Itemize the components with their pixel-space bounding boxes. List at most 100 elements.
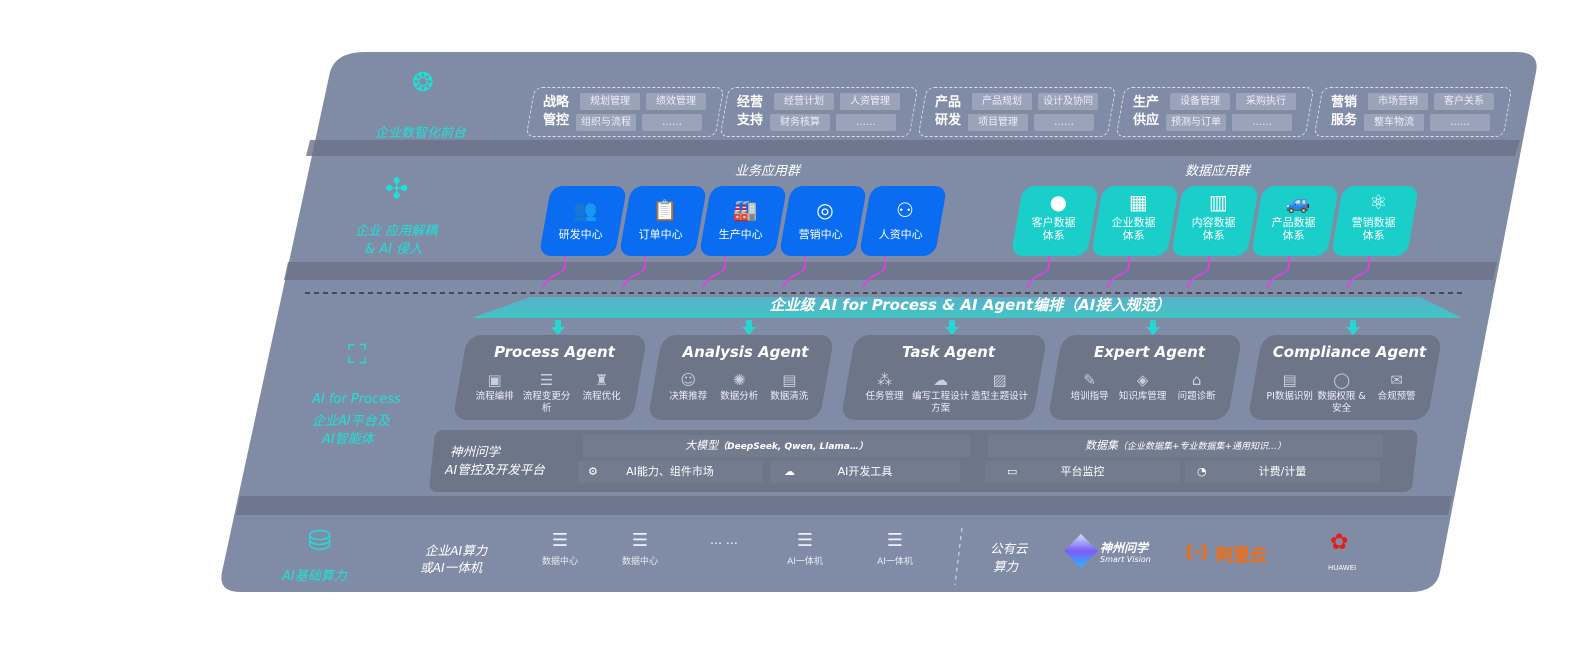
agent-feature[interactable]: ☺ 决策推荐 <box>661 371 715 403</box>
agent-feature[interactable]: ✉ 合规预警 <box>1368 371 1425 403</box>
feature-icon: ◈ <box>1137 371 1149 389</box>
agent-card[interactable]: Process Agent ▣ 流程编排 ☰ 流程变更分析 ♜ 流程优化 <box>452 335 648 420</box>
orchestration-label: 企业级 AI for Process & AI Agent编排（AI接入规范） <box>769 296 1171 314</box>
module-chip[interactable]: 客户关系 <box>1434 93 1494 110</box>
brain-icon: ❂ <box>412 68 434 98</box>
module-chip[interactable]: 项目管理 <box>968 114 1028 131</box>
module-chip[interactable]: 经营计划 <box>774 93 834 110</box>
agent-feature[interactable]: ▨ 造型主题设计 <box>969 371 1030 403</box>
tool-label: 计费/计量 <box>1258 465 1307 478</box>
ellipsis: … … <box>710 533 738 547</box>
server-label: AI一体机 <box>877 557 913 567</box>
data-tile[interactable]: ▥ 内容数据 体系 <box>1170 186 1260 256</box>
module-chip[interactable]: 整车物流 <box>1364 114 1424 131</box>
agent-feature[interactable]: ◈ 知识库管理 <box>1115 371 1172 403</box>
module-chip[interactable]: 规划管理 <box>580 93 640 110</box>
business-tile[interactable]: ⚇ 人资中心 <box>858 186 948 256</box>
tile-label: 研发中心 <box>558 228 603 241</box>
agent-feature[interactable]: ▤ 数据清洗 <box>763 371 817 403</box>
integration-arrow <box>542 250 566 289</box>
module-chip[interactable]: 绩效管理 <box>646 93 706 110</box>
data-tile[interactable]: 🚙 产品数据 体系 <box>1250 186 1340 256</box>
tile-label: 产品数据 体系 <box>1256 216 1332 242</box>
feature-label: 流程优化 <box>582 391 621 402</box>
agent-feature[interactable]: ⌂ 问题诊断 <box>1168 371 1225 403</box>
tile-label-1: 内容数据 <box>1191 216 1236 229</box>
tile-label-2: 体系 <box>1282 229 1305 242</box>
llm-title: 大模型 <box>685 439 719 452</box>
tool-label: AI能力、组件市场 <box>626 465 714 478</box>
data-tile[interactable]: ▦ 企业数据 体系 <box>1090 186 1180 256</box>
server-item: ☰ 数据中心 <box>530 530 590 567</box>
ai-label-2: 企业AI平台及 <box>312 414 390 429</box>
apps-label-2: & AI 侵入 <box>365 242 423 257</box>
agent-card[interactable]: Compliance Agent ▤ PI数据识别 ◯ 数据权限 & 安全 ✉ 合规预警 <box>1247 335 1443 420</box>
business-tile[interactable]: ◎ 营销中心 <box>778 186 868 256</box>
agent-feature[interactable]: ⁂ 任务管理 <box>854 371 915 403</box>
apps-label-1: 企业 应用解耦 <box>355 224 438 239</box>
database-icon: ⛁ <box>308 524 332 557</box>
module-chip[interactable]: 人资管理 <box>840 93 900 110</box>
dataset-title: 数据集 <box>1084 439 1118 452</box>
data-tile[interactable]: ● 客户数据 体系 <box>1010 186 1100 256</box>
agent-feature[interactable]: ▣ 流程编排 <box>466 371 523 403</box>
feature-label: PI数据识别 <box>1266 391 1313 402</box>
agent-card[interactable]: Expert Agent ✎ 培训指导 ◈ 知识库管理 ⌂ 问题诊断 <box>1047 335 1243 420</box>
group-title: 营销服务 <box>1331 95 1358 128</box>
tool-monitor: ▭ 平台监控 <box>985 461 1180 483</box>
module-chip[interactable]: 组织与流程 <box>576 114 636 131</box>
server-item: ☰ 数据中心 <box>610 530 670 567</box>
huawei-logo-icon: ✿ <box>1330 530 1349 555</box>
module-chip[interactable]: …… <box>836 114 896 131</box>
feature-label: 数据权限 & 安全 <box>1317 391 1367 414</box>
data-tile[interactable]: ⚛ 营销数据 体系 <box>1330 186 1420 256</box>
business-tile[interactable]: 📋 订单中心 <box>618 186 708 256</box>
feature-icon: ♜ <box>594 371 609 389</box>
business-tile[interactable]: 🏭 生产中心 <box>698 186 788 256</box>
business-tile[interactable]: 👥 研发中心 <box>538 186 628 256</box>
module-chip[interactable]: 市场营销 <box>1368 93 1428 110</box>
server-label: 数据中心 <box>621 557 658 567</box>
module-chip[interactable]: 预测与订单 <box>1166 114 1226 131</box>
feature-label: 编写工程设计方案 <box>912 391 970 414</box>
agent-feature[interactable]: ☁ 编写工程设计方案 <box>911 371 972 415</box>
tile-label-2: 体系 <box>1122 229 1145 242</box>
agent-feature[interactable]: ✎ 培训指导 <box>1061 371 1118 403</box>
module-chip[interactable]: 财务核算 <box>770 114 830 131</box>
module-chip[interactable]: 设备管理 <box>1170 93 1230 110</box>
feature-label: 造型主题设计 <box>970 391 1028 402</box>
car-icon: 🚙 <box>1285 190 1311 214</box>
feature-label: 数据清洗 <box>770 391 809 402</box>
user-icon: ● <box>1049 190 1068 214</box>
down-arrow-icon <box>945 320 959 335</box>
module-chip[interactable]: …… <box>1430 114 1490 131</box>
group-title: 战略管控 <box>543 95 570 128</box>
module-chip[interactable]: 采购执行 <box>1236 93 1296 110</box>
module-chip[interactable]: …… <box>642 114 702 131</box>
tool-ai-market: ⚙ AI能力、组件市场 <box>578 461 762 483</box>
tool-ai-dev: ☁ AI开发工具 <box>770 461 960 483</box>
integration-arrow <box>1026 250 1050 289</box>
agent-card[interactable]: Task Agent ⁂ 任务管理 ☁ 编写工程设计方案 ▨ 造型主题设计 <box>840 335 1048 420</box>
agent-card[interactable]: Analysis Agent ☺ 决策推荐 ✺ 数据分析 ▤ 数据清洗 <box>647 335 835 420</box>
server-label: AI一体机 <box>787 557 823 567</box>
feature-icon: ✎ <box>1083 371 1096 389</box>
module-chip[interactable]: 产品规划 <box>972 93 1032 110</box>
agent-feature[interactable]: ✺ 数据分析 <box>712 371 766 403</box>
building-icon: ▦ <box>1128 190 1148 214</box>
private-label-2: 或AI一体机 <box>420 560 483 575</box>
agent-feature[interactable]: ◯ 数据权限 & 安全 <box>1314 371 1371 415</box>
agent-feature[interactable]: ♜ 流程优化 <box>573 371 630 403</box>
agent-title: Process Agent <box>494 343 615 361</box>
module-chip[interactable]: …… <box>1232 114 1292 131</box>
agent-feature[interactable]: ☰ 流程变更分析 <box>519 371 576 415</box>
feature-label: 数据分析 <box>719 391 758 402</box>
down-arrow-icon <box>1146 320 1160 335</box>
module-chip[interactable]: 设计及协同 <box>1038 93 1098 110</box>
module-chip[interactable]: …… <box>1034 114 1094 131</box>
agent-title: Task Agent <box>901 343 996 361</box>
agent-feature[interactable]: ▤ PI数据识别 <box>1261 371 1318 403</box>
face-scan-icon: ⛶ <box>348 340 367 370</box>
tile-label: 营销数据 体系 <box>1336 216 1412 242</box>
vendor-smart-vision-sub: Smart Vision <box>1100 555 1151 564</box>
